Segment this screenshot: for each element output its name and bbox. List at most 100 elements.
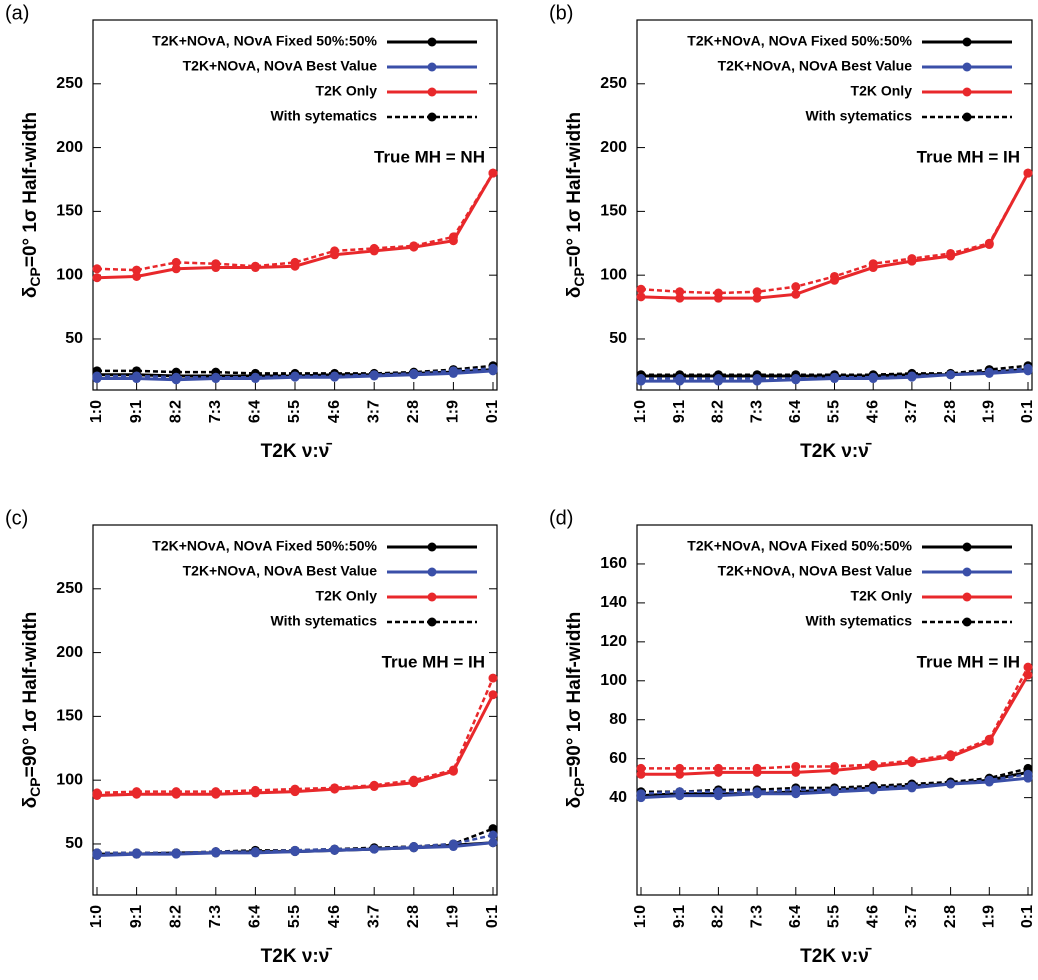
x-tick-label: 0:1: [484, 905, 501, 928]
y-tick-label: 60: [609, 750, 627, 767]
data-point: [409, 843, 419, 853]
data-point: [752, 287, 762, 297]
data-point: [636, 292, 646, 302]
x-tick-label: 5:5: [826, 905, 843, 928]
data-point: [752, 767, 762, 777]
data-point: [171, 849, 181, 859]
data-point: [488, 690, 498, 700]
x-tick-label: 4:6: [326, 905, 343, 928]
data-point: [907, 372, 917, 382]
plot-frame: [636, 524, 1033, 896]
legend-marker: [962, 542, 972, 552]
data-point: [132, 265, 142, 275]
data-point: [290, 787, 300, 797]
legend-label: T2K+NOvA, NOvA Fixed 50%:50%: [152, 538, 377, 554]
data-point: [409, 778, 419, 788]
x-tick-label: 6:4: [247, 905, 264, 928]
legend-label: T2K+NOvA, NOvA Best Value: [183, 58, 378, 74]
legend-marker: [427, 617, 437, 627]
data-point: [713, 767, 723, 777]
data-point: [984, 777, 994, 787]
x-tick-label: 1:9: [445, 905, 462, 928]
data-point: [752, 376, 762, 386]
data-point: [488, 673, 498, 683]
x-tick-label: 3:7: [365, 905, 382, 928]
x-tick-label: 8:2: [167, 905, 184, 928]
x-tick-label: 1:0: [632, 905, 649, 928]
y-axis-label-part: =0° 1σ Half-width: [564, 112, 585, 267]
annotation: True MH = IH: [917, 652, 1020, 671]
y-tick-label: 150: [600, 203, 627, 220]
y-axis-label-part: =90° 1σ Half-width: [20, 612, 41, 778]
panel: (a) 50 100 150 200 250 1:0 9:1 8:2 7:3 6:4 5:5 4:6 3:…: [5, 2, 501, 462]
panel-label: (d): [549, 507, 573, 529]
data-point: [1023, 773, 1033, 783]
y-axis-label-part: CP: [571, 777, 587, 796]
x-axis-label: T2K ν:ν̄: [261, 946, 333, 967]
annotation: True MH = IH: [382, 652, 485, 671]
data-point: [907, 758, 917, 768]
data-point: [946, 251, 956, 261]
data-point: [250, 788, 260, 798]
data-point: [984, 368, 994, 378]
legend-label: With sytematics: [271, 613, 378, 629]
legend-label: T2K+NOvA, NOvA Best Value: [718, 563, 913, 579]
x-tick-label: 5:5: [826, 400, 843, 423]
data-point: [868, 785, 878, 795]
x-tick-label: 1:0: [632, 400, 649, 423]
x-axis-label: T2K ν:ν̄: [261, 441, 333, 462]
x-tick-label: 4:6: [326, 400, 343, 423]
y-tick-label: 250: [56, 580, 83, 597]
x-tick-label: 7:3: [207, 905, 224, 928]
y-axis-label-part: δ: [564, 797, 585, 809]
legend-marker: [427, 37, 437, 47]
legend-label: T2K+NOvA, NOvA Fixed 50%:50%: [152, 33, 377, 49]
data-point: [488, 830, 498, 840]
y-tick-label: 150: [56, 203, 83, 220]
data-point: [250, 374, 260, 384]
data-point: [636, 769, 646, 779]
x-tick-label: 6:4: [247, 400, 264, 423]
y-axis-label-part: CP: [27, 777, 43, 796]
annotation: True MH = IH: [917, 147, 1020, 166]
y-tick-label: 50: [65, 330, 83, 347]
data-point: [171, 257, 181, 267]
data-point: [675, 791, 685, 801]
plot-frame: [92, 524, 498, 896]
x-tick-label: 3:7: [903, 905, 920, 928]
y-tick-label: 200: [56, 139, 83, 156]
legend-marker: [427, 567, 437, 577]
legend-label: With sytematics: [806, 108, 913, 124]
y-axis-label-part: =90° 1σ Half-width: [564, 612, 585, 778]
data-point: [448, 766, 458, 776]
x-tick-label: 6:4: [787, 905, 804, 928]
y-axis-label-part: CP: [571, 267, 587, 286]
data-point: [830, 275, 839, 285]
plot-frame: [92, 19, 498, 391]
data-point: [868, 374, 878, 384]
data-point: [290, 372, 300, 382]
data-point: [946, 752, 956, 762]
data-point: [448, 842, 458, 852]
x-axis-label: T2K ν:ν̄: [800, 946, 872, 967]
legend-label: T2K+NOvA, NOvA Fixed 50%:50%: [687, 33, 912, 49]
systematics-line: [96, 677, 495, 795]
y-axis-label-part: δ: [564, 287, 585, 299]
data-point: [791, 289, 801, 299]
data-point: [868, 263, 878, 273]
y-tick-label: 160: [600, 555, 627, 572]
data-point: [132, 849, 142, 859]
x-tick-label: 2:8: [405, 905, 422, 928]
data-point: [488, 168, 498, 178]
data-point: [409, 242, 419, 252]
y-tick-label: 100: [56, 266, 83, 283]
data-point: [946, 779, 956, 789]
x-tick-label: 4:6: [864, 905, 881, 928]
data-point: [946, 370, 956, 380]
x-tick-label: 1:0: [88, 400, 105, 423]
y-axis-label: δCP=90° 1σ Half-width: [564, 612, 587, 809]
data-point: [369, 246, 379, 256]
data-point: [330, 845, 340, 855]
data-point: [713, 376, 723, 386]
legend-marker: [427, 112, 437, 122]
